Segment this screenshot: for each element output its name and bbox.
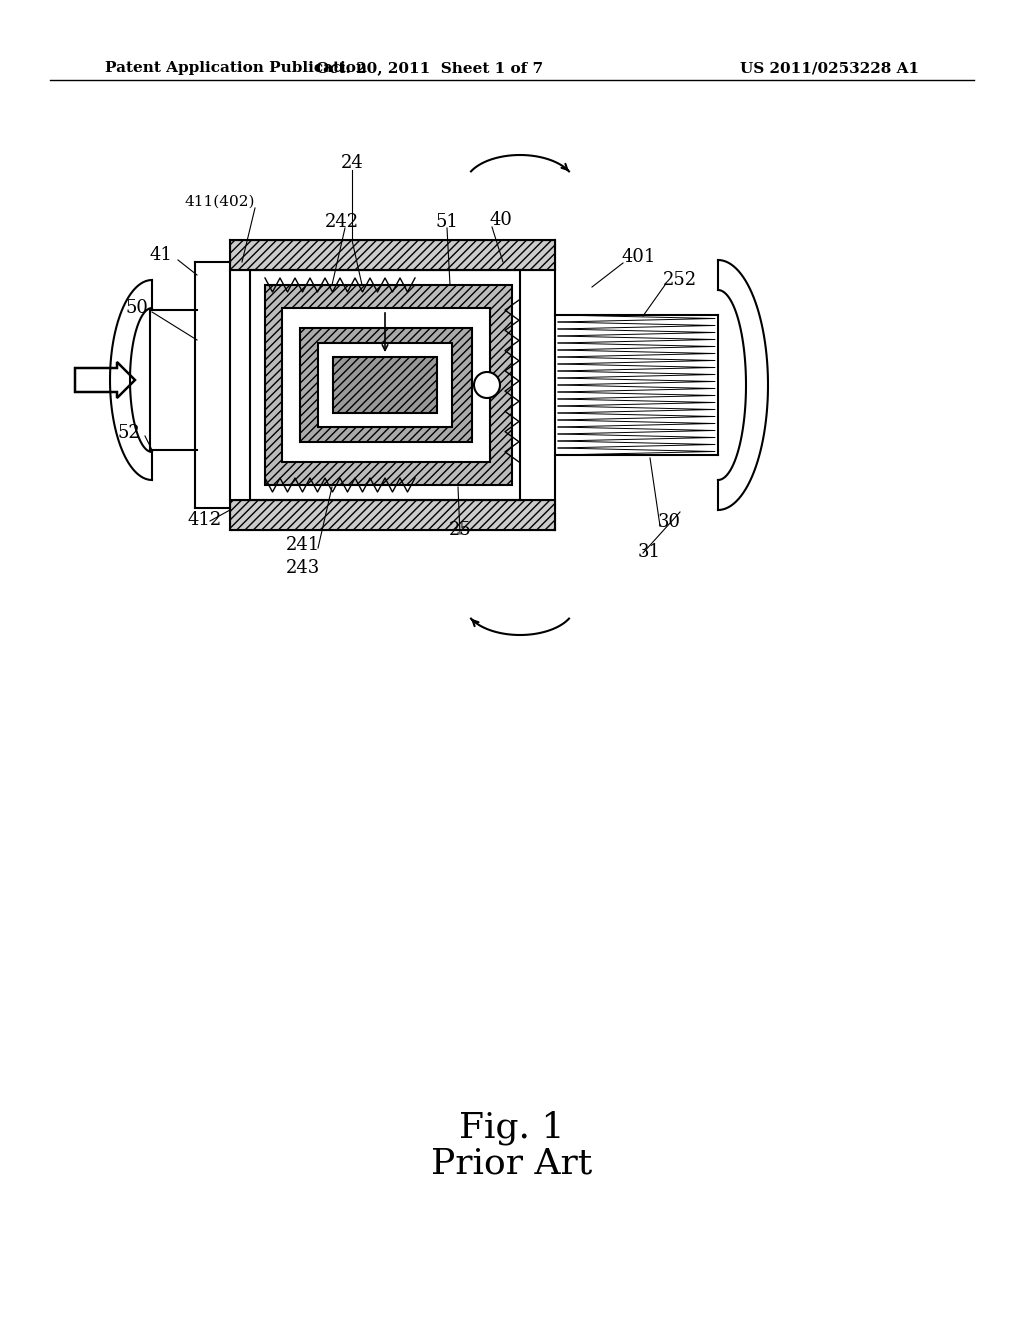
Text: 241: 241 (286, 536, 321, 554)
FancyArrow shape (75, 362, 135, 399)
Text: 411(402): 411(402) (184, 195, 255, 209)
Text: 401: 401 (622, 248, 656, 267)
Bar (300, 327, 472, 442)
Text: 52: 52 (118, 424, 140, 442)
Bar (333, 356, 437, 413)
Text: Patent Application Publication: Patent Application Publication (105, 61, 367, 75)
Text: 243: 243 (286, 558, 321, 577)
Text: 31: 31 (638, 543, 662, 561)
Text: 41: 41 (150, 246, 172, 264)
Text: US 2011/0253228 A1: US 2011/0253228 A1 (740, 61, 920, 75)
Circle shape (474, 372, 500, 399)
Bar (282, 308, 490, 462)
Text: 40: 40 (490, 211, 513, 228)
Text: 252: 252 (663, 271, 697, 289)
Bar (230, 240, 555, 271)
Bar (318, 343, 452, 426)
Text: Fig. 1: Fig. 1 (459, 1110, 565, 1146)
Text: 25: 25 (449, 521, 471, 539)
Text: Prior Art: Prior Art (431, 1146, 593, 1180)
Text: 30: 30 (658, 513, 681, 531)
Text: 51: 51 (435, 213, 459, 231)
Text: 412: 412 (187, 511, 221, 529)
Text: 24: 24 (341, 154, 364, 172)
Bar (230, 500, 555, 531)
Text: 50: 50 (125, 300, 148, 317)
Text: 242: 242 (325, 213, 359, 231)
Bar (265, 285, 512, 484)
Text: Oct. 20, 2011  Sheet 1 of 7: Oct. 20, 2011 Sheet 1 of 7 (316, 61, 544, 75)
